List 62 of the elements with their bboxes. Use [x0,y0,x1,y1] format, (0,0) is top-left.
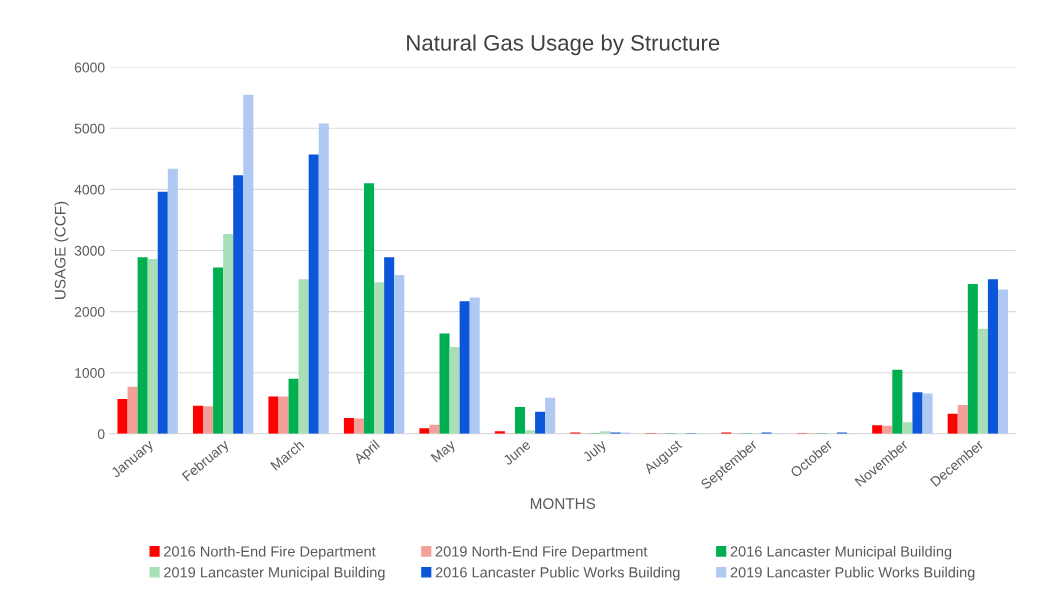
bar [233,175,244,434]
y-tick-label: 4000 [74,184,105,195]
bar [902,422,913,434]
legend-label: 2016 Lancaster Public Works Building [435,566,680,581]
bar [117,398,128,434]
legend-label: 2019 Lancaster Public Works Building [730,566,975,581]
bar [147,259,158,434]
bar [223,234,234,434]
x-axis-title: MONTHS [530,498,596,510]
bar [419,428,430,434]
y-axis-title: USAGE (CCF) [54,201,69,299]
bar [343,417,354,434]
bar [967,284,978,434]
bar [514,406,526,434]
x-tick-label: July [581,438,609,465]
legend-label: 2016 Lancaster Municipal Building [730,545,952,560]
y-tick-label: 3000 [74,245,105,256]
bar [947,413,958,434]
bar [535,411,546,434]
bar [127,386,138,434]
bar [957,405,968,434]
bar [997,289,1009,434]
y-tick-label: 1000 [75,368,105,378]
bar [459,301,470,434]
bar [872,425,883,434]
y-tick-label: 6000 [74,62,105,73]
bar [167,168,178,434]
bar [545,397,556,434]
bar [439,333,450,434]
bar [987,279,998,434]
x-tick-label: June [502,439,532,466]
bar [278,396,289,434]
legend-label: 2019 North-End Fire Department [435,545,648,560]
bar [298,279,309,434]
chart-title: Natural Gas Usage by Structure [407,34,720,56]
bar [288,378,299,434]
legend-label: 2019 Lancaster Municipal Building [164,566,385,581]
y-tick-label: 0 [97,429,105,439]
bar [308,154,319,434]
bar [203,406,214,434]
y-tick-label: 2000 [74,306,105,317]
bar [243,94,254,434]
bar [374,282,385,434]
bar [268,396,279,434]
bar [353,418,365,434]
bar [157,191,168,434]
bar [213,267,224,434]
bar [364,183,375,434]
bar [892,369,903,434]
bar [318,123,329,434]
bar [912,392,923,434]
x-tick-label: May [430,439,458,465]
bar [922,393,933,434]
bar [469,297,480,434]
bar [449,347,460,434]
bar [394,274,405,434]
bar [384,257,395,434]
y-tick-label: 5000 [74,123,105,134]
bar [137,257,148,434]
legend-label: 2016 North-End Fire Department [164,545,376,560]
bar [977,328,988,434]
bar [192,405,204,434]
